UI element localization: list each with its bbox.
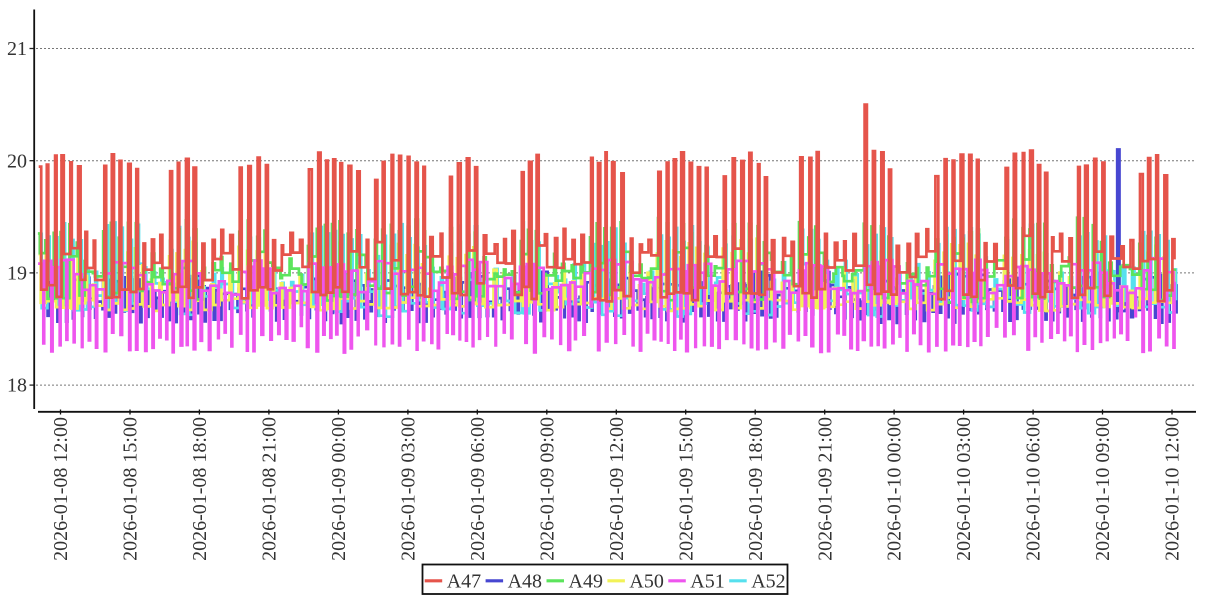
svg-text:2026-01-10 12:00: 2026-01-10 12:00 [1162,417,1184,561]
svg-text:2026-01-09 21:00: 2026-01-09 21:00 [814,417,836,561]
svg-text:A52: A52 [751,571,785,593]
svg-text:2026-01-09 00:00: 2026-01-09 00:00 [328,417,350,561]
svg-text:2026-01-09 15:00: 2026-01-09 15:00 [675,417,697,561]
svg-text:2026-01-08 21:00: 2026-01-08 21:00 [259,417,281,561]
svg-text:2026-01-09 03:00: 2026-01-09 03:00 [398,417,420,561]
svg-text:18: 18 [7,375,27,397]
svg-text:20: 20 [7,150,27,172]
svg-text:A48: A48 [508,571,542,593]
svg-text:2026-01-08 18:00: 2026-01-08 18:00 [189,417,211,561]
svg-text:2026-01-09 12:00: 2026-01-09 12:00 [606,417,628,561]
svg-text:A50: A50 [629,571,663,593]
svg-text:A49: A49 [569,571,603,593]
svg-text:2026-01-08 15:00: 2026-01-08 15:00 [120,417,142,561]
svg-text:2026-01-10 03:00: 2026-01-10 03:00 [953,417,975,561]
svg-text:A47: A47 [447,571,481,593]
svg-text:2026-01-09 18:00: 2026-01-09 18:00 [745,417,767,561]
svg-text:2026-01-10 06:00: 2026-01-10 06:00 [1023,417,1045,561]
svg-text:2026-01-09 06:00: 2026-01-09 06:00 [467,417,489,561]
svg-text:2026-01-10 00:00: 2026-01-10 00:00 [884,417,906,561]
svg-text:2026-01-10 09:00: 2026-01-10 09:00 [1092,417,1114,561]
svg-text:21: 21 [7,38,27,60]
svg-text:19: 19 [7,263,27,285]
svg-text:A51: A51 [690,571,724,593]
svg-text:2026-01-08 12:00: 2026-01-08 12:00 [50,417,72,561]
svg-text:2026-01-09 09:00: 2026-01-09 09:00 [536,417,558,561]
